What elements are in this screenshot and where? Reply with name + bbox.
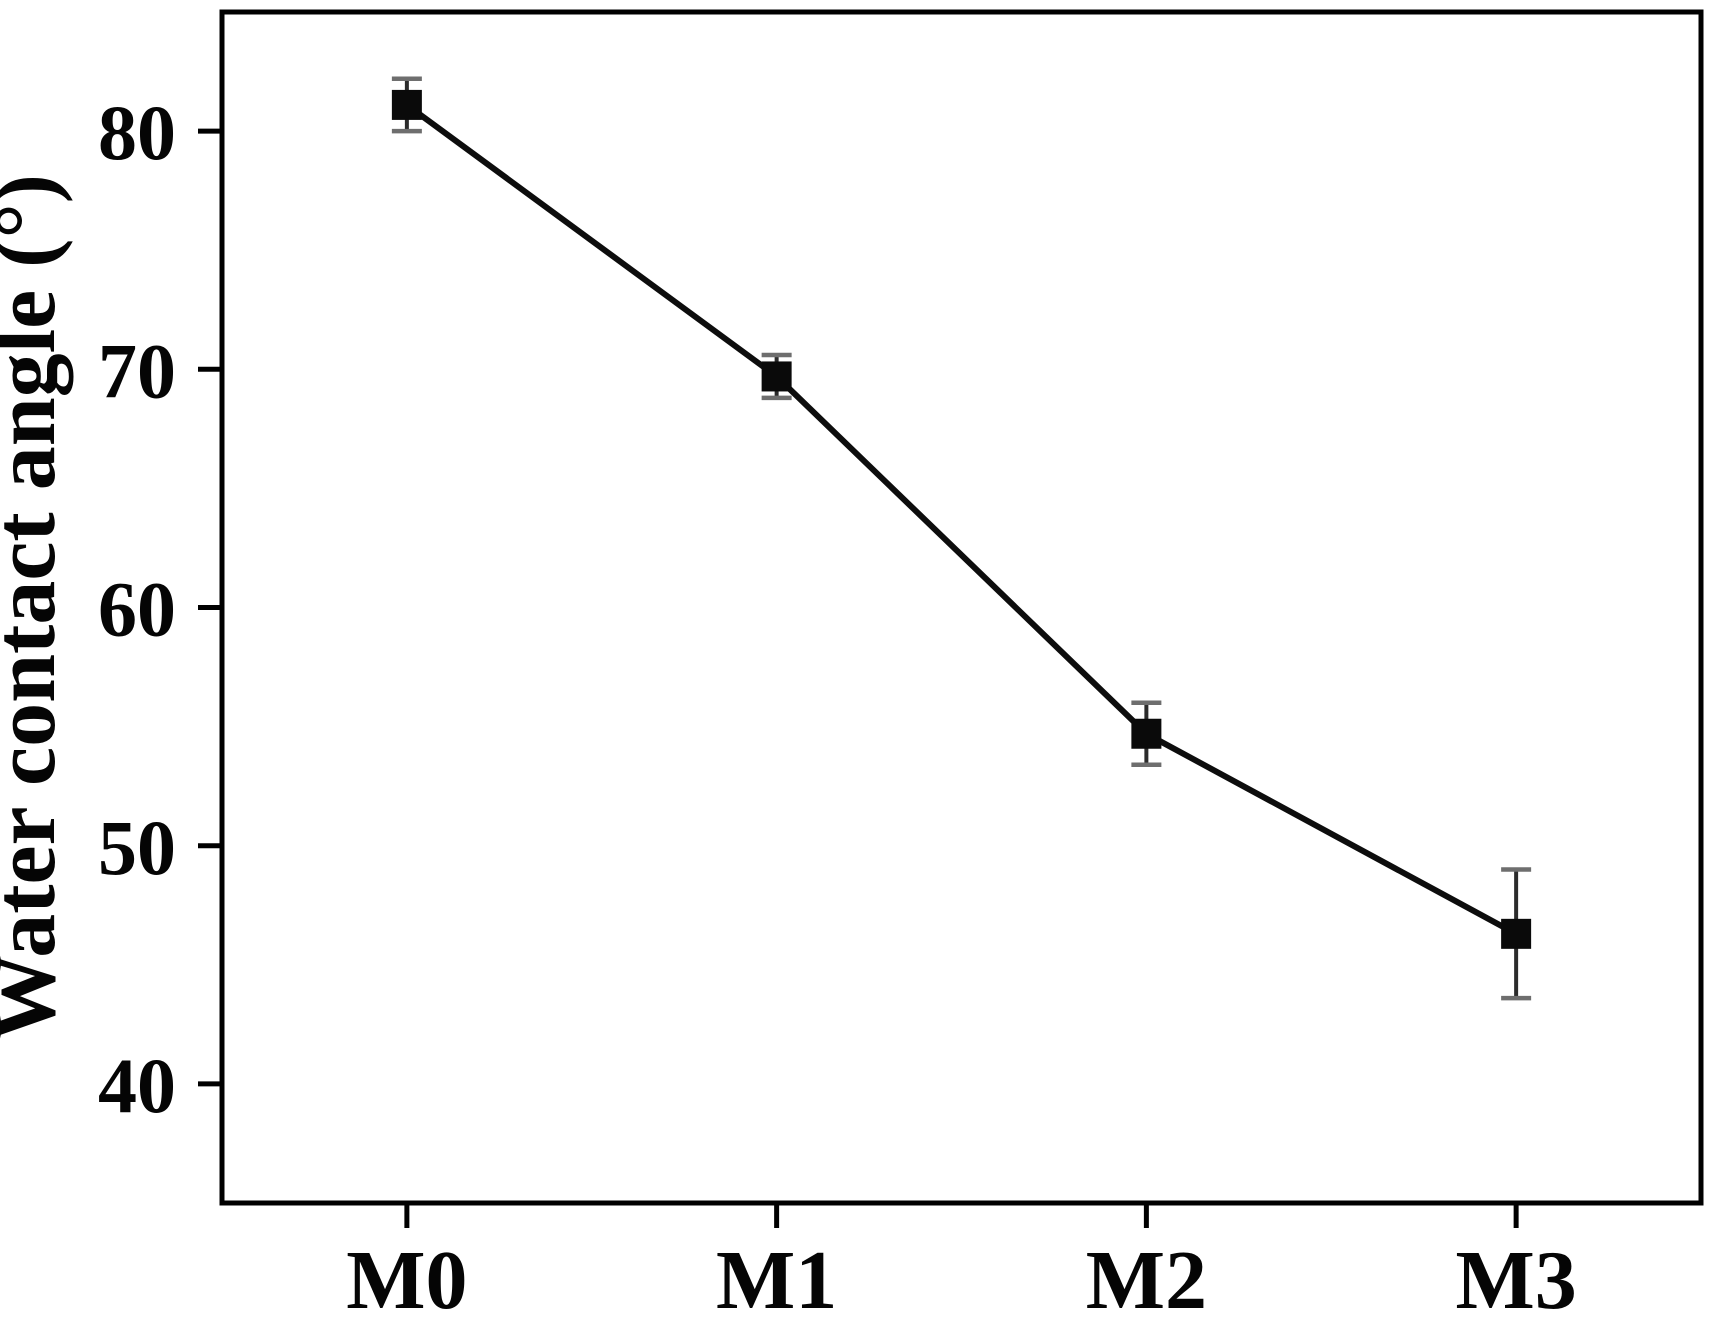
- x-axis-tick-label: M3: [1455, 1234, 1576, 1327]
- data-point-marker-M0: [391, 89, 422, 120]
- data-point-marker-M1: [761, 361, 792, 392]
- data-point-marker-M2: [1131, 718, 1162, 749]
- y-axis-tick-label: 60: [98, 566, 176, 653]
- y-axis-title: Water contact angle (°): [0, 174, 74, 1041]
- x-axis-tick-label: M0: [346, 1234, 467, 1327]
- data-point-marker-M3: [1501, 918, 1532, 949]
- x-axis-tick-label: M2: [1086, 1234, 1207, 1327]
- y-axis-tick-label: 70: [98, 327, 176, 414]
- y-axis-tick-label: 50: [98, 804, 176, 891]
- y-axis-tick-label: 40: [98, 1042, 176, 1129]
- x-axis-tick-label: M1: [716, 1234, 837, 1327]
- plot-frame: [219, 9, 1704, 1206]
- y-axis-tick-label: 80: [98, 89, 176, 176]
- data-series-line: [403, 101, 1520, 937]
